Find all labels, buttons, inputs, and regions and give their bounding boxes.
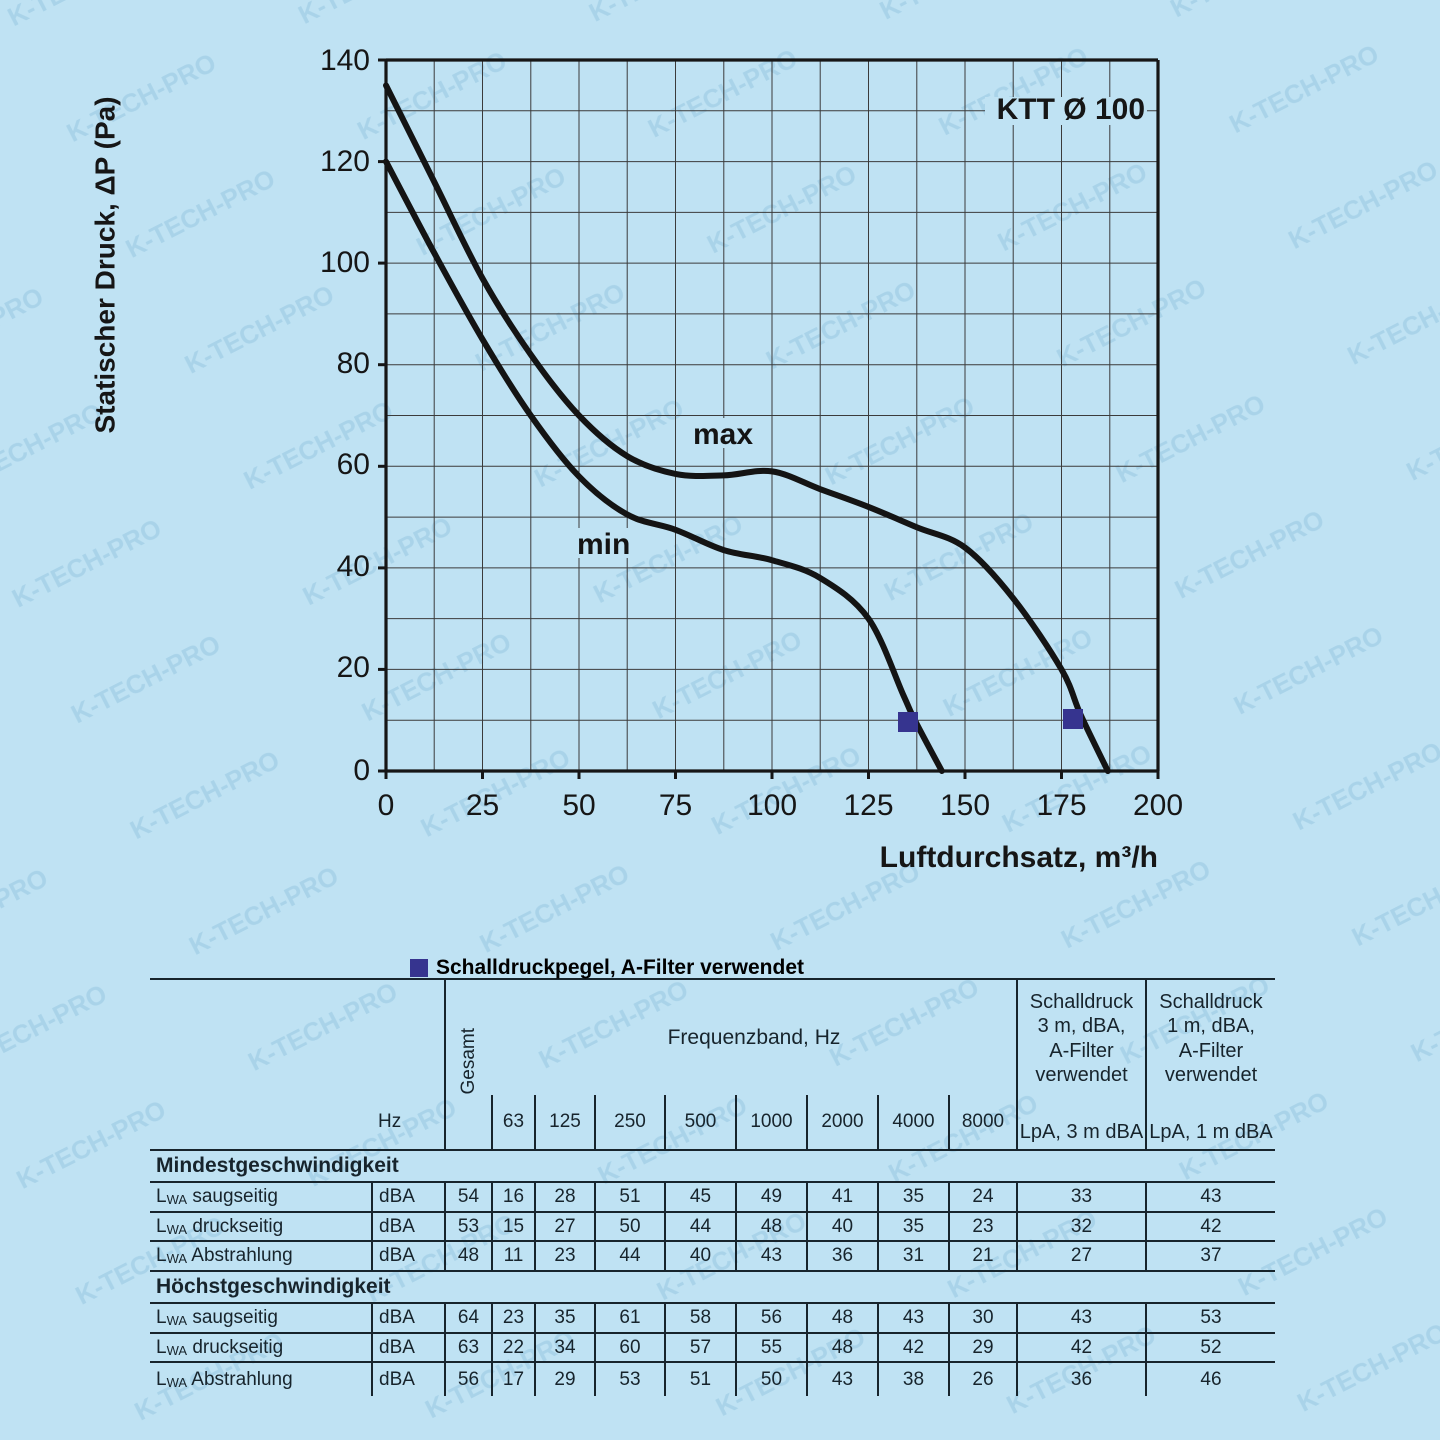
- svg-text:KTT Ø 100: KTT Ø 100: [997, 93, 1145, 126]
- svg-text:20: 20: [337, 651, 370, 684]
- svg-text:75: 75: [659, 789, 692, 822]
- svg-text:max: max: [693, 418, 753, 451]
- svg-text:140: 140: [320, 44, 370, 77]
- svg-text:min: min: [577, 528, 630, 561]
- svg-text:100: 100: [747, 789, 797, 822]
- svg-text:Statischer Druck, ΔP (Pa): Statischer Druck, ΔP (Pa): [90, 96, 121, 433]
- svg-text:50: 50: [562, 789, 595, 822]
- svg-text:60: 60: [337, 448, 370, 481]
- svg-text:175: 175: [1036, 789, 1086, 822]
- svg-text:0: 0: [353, 754, 370, 787]
- svg-text:100: 100: [320, 246, 370, 279]
- svg-text:40: 40: [337, 550, 370, 583]
- svg-text:120: 120: [320, 145, 370, 178]
- svg-text:80: 80: [337, 347, 370, 380]
- svg-text:0: 0: [378, 789, 395, 822]
- svg-text:25: 25: [466, 789, 499, 822]
- svg-text:200: 200: [1133, 789, 1183, 822]
- svg-text:150: 150: [940, 789, 990, 822]
- svg-text:Luftdurchsatz, m³/h: Luftdurchsatz, m³/h: [880, 841, 1158, 874]
- svg-text:125: 125: [843, 789, 893, 822]
